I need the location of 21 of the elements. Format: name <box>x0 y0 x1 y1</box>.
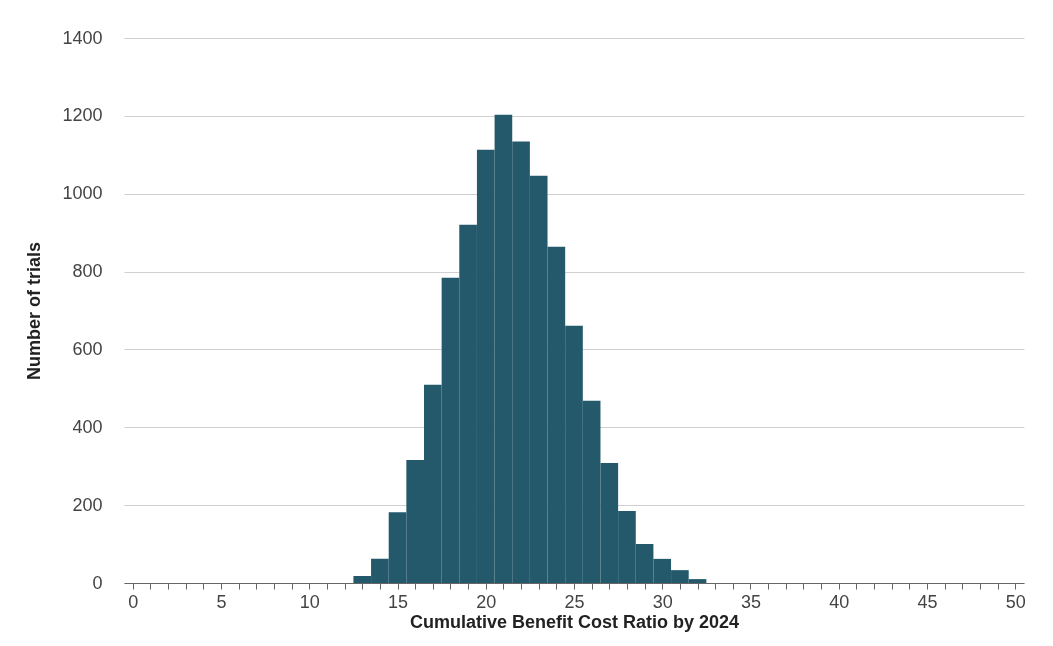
x-tick-label: 30 <box>652 591 673 612</box>
y-tick-label: 1000 <box>62 183 103 204</box>
x-tick-label: 45 <box>917 591 938 612</box>
x-tick-label: 35 <box>740 591 761 612</box>
x-tick-label: 0 <box>128 591 139 612</box>
x-tick-label: 40 <box>829 591 850 612</box>
x-tick-label: 25 <box>564 591 585 612</box>
y-tick-label: 600 <box>72 338 103 359</box>
x-tick-label: 5 <box>216 591 227 612</box>
y-tick-label: 1400 <box>62 27 103 48</box>
y-tick-label: 0 <box>92 572 103 593</box>
x-axis-title: Cumulative Benefit Cost Ratio by 2024 <box>409 611 740 632</box>
x-tick-label: 20 <box>476 591 497 612</box>
y-tick-label: 200 <box>72 494 103 515</box>
y-tick-label: 1200 <box>62 105 103 126</box>
y-axis-title: Number of trials <box>24 241 45 381</box>
x-tick-label: 10 <box>299 591 320 612</box>
y-tick-label: 400 <box>72 416 103 437</box>
x-tick-label: 50 <box>1005 591 1026 612</box>
y-tick-label: 800 <box>72 261 103 282</box>
x-tick-label: 15 <box>388 591 409 612</box>
